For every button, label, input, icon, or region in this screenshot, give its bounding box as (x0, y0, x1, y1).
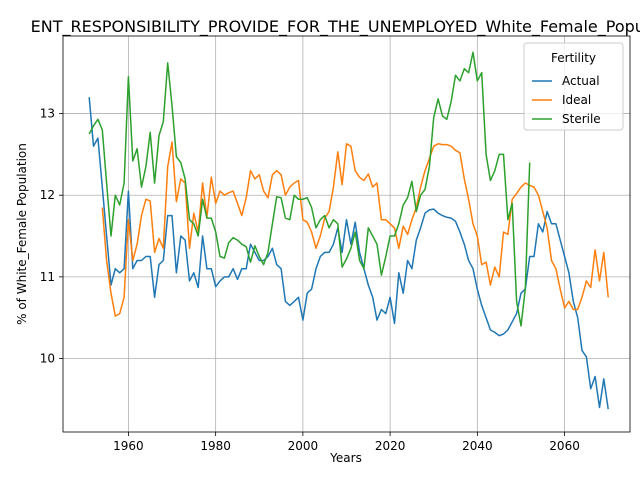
y-tick-label: 11 (40, 270, 55, 284)
x-tick-label: 1980 (200, 439, 231, 453)
x-axis-ticks: 1960 1980 2000 2020 2040 2060 (113, 432, 580, 453)
y-axis-ticks: 10 11 12 13 (40, 107, 63, 366)
legend-title: Fertility (551, 51, 596, 65)
legend-entries: Actual Ideal Sterile (532, 74, 601, 126)
legend: Fertility Actual Ideal Sterile (523, 42, 624, 131)
legend-label-actual: Actual (562, 74, 600, 88)
x-axis-label: Years (329, 451, 362, 465)
series-line-sterile (88, 51, 531, 327)
series-line-ideal (101, 141, 609, 317)
y-tick-label: 13 (40, 107, 55, 121)
x-tick-label: 2060 (549, 439, 580, 453)
legend-label-sterile: Sterile (562, 112, 601, 126)
y-axis-label: % of White_Female Population (15, 143, 29, 325)
legend-label-ideal: Ideal (562, 93, 591, 107)
chart-title: ENT_RESPONSIBILITY_PROVIDE_FOR_THE_UNEMP… (31, 17, 640, 37)
y-tick-label: 12 (40, 188, 55, 202)
x-tick-label: 2020 (375, 439, 406, 453)
legend-box (523, 42, 624, 131)
series-lines (88, 51, 609, 410)
series-line-actual (88, 97, 609, 410)
x-tick-label: 2000 (288, 439, 319, 453)
y-tick-label: 10 (40, 352, 55, 366)
plot-area-frame (62, 35, 631, 433)
x-tick-label: 1960 (113, 439, 144, 453)
x-tick-label: 2040 (462, 439, 493, 453)
